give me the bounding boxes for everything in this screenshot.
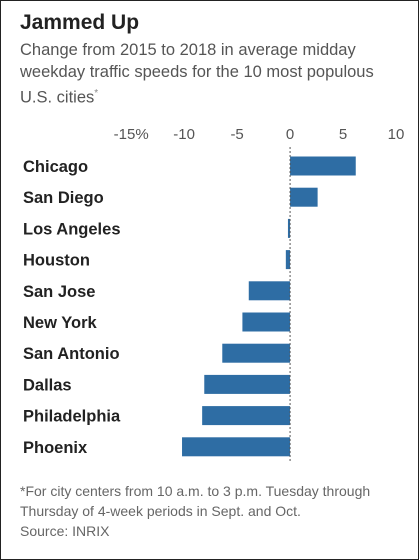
bar xyxy=(182,437,291,457)
bar xyxy=(287,218,291,238)
bar xyxy=(222,343,291,363)
subtitle-text: Change from 2015 to 2018 in average midd… xyxy=(20,41,374,107)
x-tick-label: 0 xyxy=(286,126,294,143)
x-axis-ticks: -15% -10 -5 0 5 10 xyxy=(114,126,405,143)
source-text: Source: INRIX xyxy=(20,523,110,539)
category-label: Philadelphia xyxy=(23,408,121,426)
bar xyxy=(242,312,291,332)
bar-chart: -15% -10 -5 0 5 10 Chicago San Diego Los Angele… xyxy=(23,126,405,463)
x-tick-label: -10 xyxy=(173,126,195,143)
category-label: San Jose xyxy=(23,283,95,301)
category-label: San Antonio xyxy=(23,345,120,363)
category-label: Phoenix xyxy=(23,439,88,457)
category-label: Dallas xyxy=(23,376,72,394)
category-label: Houston xyxy=(23,252,90,270)
x-tick-label: -5 xyxy=(230,126,243,143)
category-labels: Chicago San Diego Los Angeles Houston San Jo… xyxy=(23,158,121,457)
footnote-text: *For city centers from 10 a.m. to 3 p.m.… xyxy=(20,483,371,519)
subtitle-footnote-mark: * xyxy=(94,88,99,99)
bar xyxy=(202,406,291,426)
x-tick-label: 10 xyxy=(388,126,405,143)
x-tick-label: -15% xyxy=(114,126,149,143)
chart-subtitle: Change from 2015 to 2018 in average midd… xyxy=(20,39,400,109)
category-label: New York xyxy=(23,314,97,332)
chart-footnote: *For city centers from 10 a.m. to 3 p.m.… xyxy=(20,481,410,541)
x-tick-label: 5 xyxy=(339,126,347,143)
category-label: Chicago xyxy=(23,158,88,176)
bars xyxy=(182,156,356,457)
bar xyxy=(204,374,291,394)
chart-title: Jammed Up xyxy=(20,11,140,34)
category-label: San Diego xyxy=(23,189,104,207)
bar xyxy=(285,250,291,270)
bar xyxy=(248,281,291,301)
bar xyxy=(290,187,318,207)
category-label: Los Angeles xyxy=(23,220,121,238)
bar xyxy=(290,156,356,176)
